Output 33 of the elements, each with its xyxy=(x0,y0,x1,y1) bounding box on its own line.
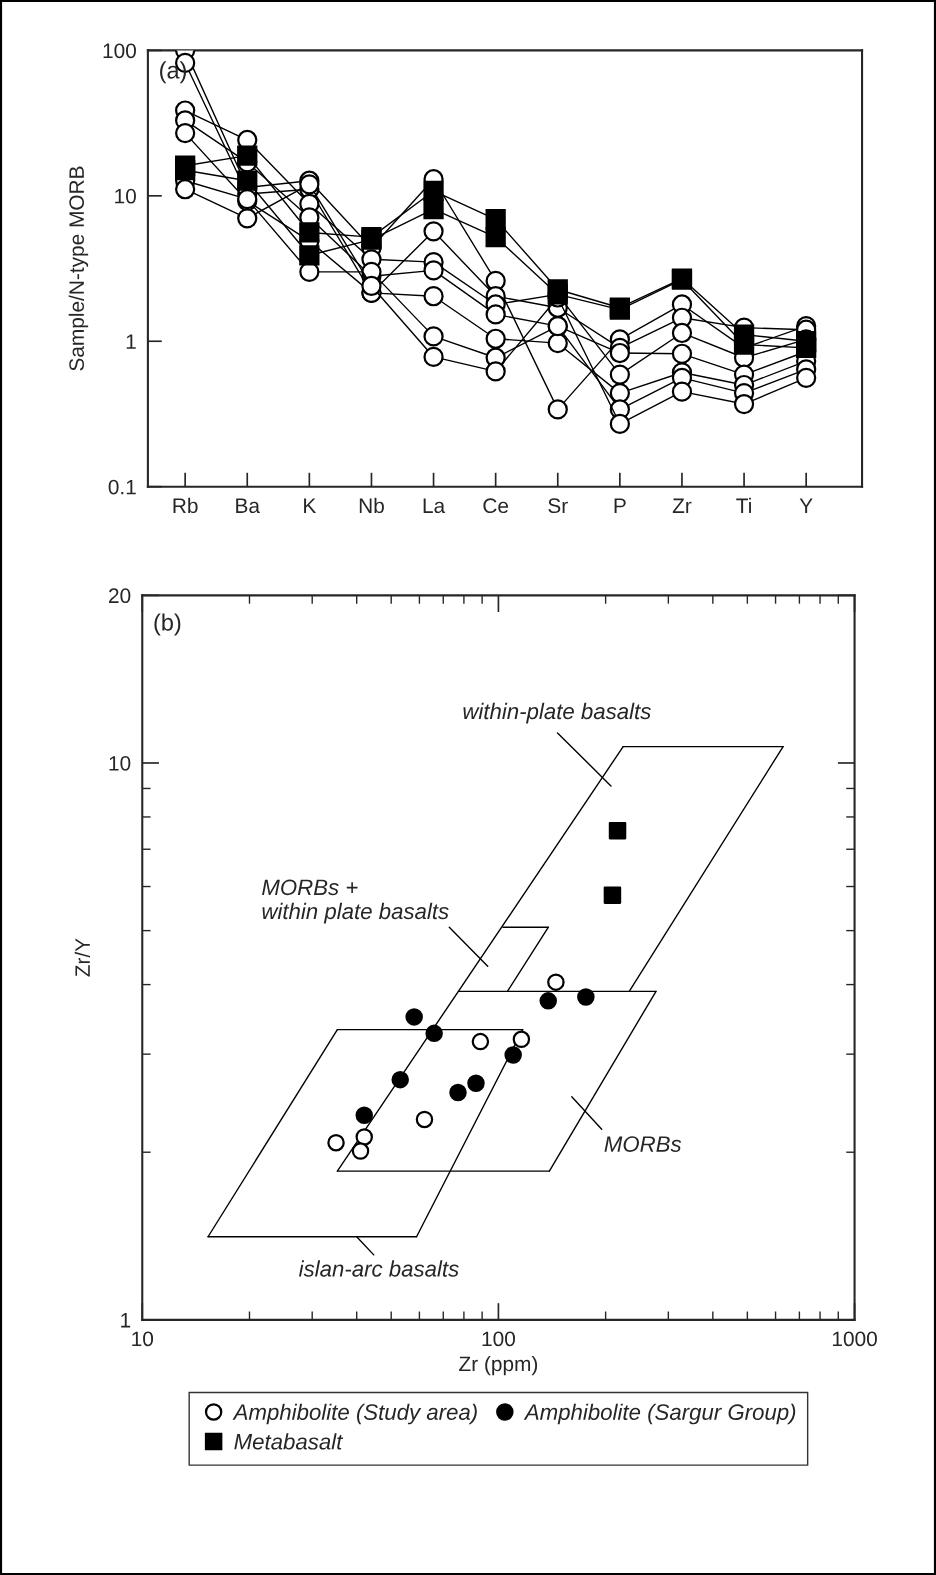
annotation: within-plate basalts xyxy=(463,702,651,724)
x-tick-label: 10 xyxy=(132,1331,154,1347)
x-tick-label: Zr xyxy=(672,498,692,513)
y-tick-label: 10 xyxy=(115,188,136,204)
y-axis-title: Zr/Y xyxy=(74,938,90,977)
y-tick-label: 100 xyxy=(103,43,136,59)
x-tick-label: 100 xyxy=(482,1331,515,1347)
y-tick-label: 1 xyxy=(121,1313,131,1328)
y-tick-label: 10 xyxy=(109,755,131,771)
y-tick-label: 20 xyxy=(109,588,131,604)
x-tick-label: Y xyxy=(799,498,813,513)
y-tick-label: 0.1 xyxy=(108,479,136,495)
x-tick-label: Rb xyxy=(173,497,198,514)
legend-label: Amphibolite (Study area) xyxy=(232,1403,477,1425)
legend-label: Amphibolite (Sargur Group) xyxy=(523,1403,796,1425)
annotation: (a) xyxy=(160,61,186,84)
annotation: MORBs xyxy=(604,1136,682,1152)
annotation: islan-arc basalts xyxy=(299,1260,459,1277)
annotation: MORBs + within plate basalts xyxy=(262,879,449,924)
x-tick-label: 1000 xyxy=(832,1331,877,1347)
x-tick-label: Sr xyxy=(548,498,568,514)
annotation: (b) xyxy=(154,613,181,636)
x-tick-label: P xyxy=(614,498,626,513)
x-tick-label: K xyxy=(304,498,317,513)
x-axis-title: Zr (ppm) xyxy=(459,1355,538,1376)
y-tick-label: 1 xyxy=(126,334,136,349)
x-tick-label: Ce xyxy=(483,498,509,514)
x-tick-label: Ti xyxy=(736,497,751,513)
x-tick-label: Nb xyxy=(359,497,384,514)
x-tick-label: La xyxy=(423,498,446,514)
y-axis-title: Sample/N-type MORB xyxy=(68,166,89,371)
legend-label: Metabasalt xyxy=(234,1433,344,1450)
x-tick-label: Ba xyxy=(236,498,260,514)
